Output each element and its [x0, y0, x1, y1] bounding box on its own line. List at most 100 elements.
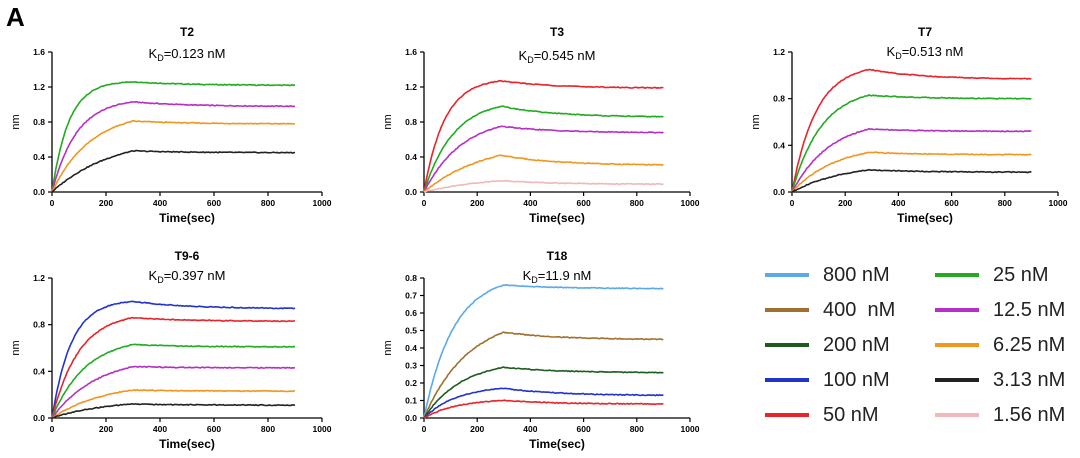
- y-tick-label: 0.4: [773, 140, 785, 150]
- series-line-12_5nM: [51, 100, 296, 193]
- y-tick-label: 1.2: [405, 82, 417, 92]
- legend-label: 25 nM: [993, 263, 1049, 286]
- kd-value: =0.397 nM: [164, 268, 226, 283]
- kd-value: =0.545 nM: [534, 48, 596, 63]
- x-tick-label: 0: [422, 198, 427, 208]
- y-tick-label: 0.0: [405, 413, 417, 423]
- y-tick-label: 0.8: [773, 94, 785, 104]
- y-tick-label: 0.4: [33, 152, 45, 162]
- legend-item: 50 nM: [765, 400, 879, 430]
- legend-swatch: [935, 378, 979, 382]
- legend-swatch: [935, 308, 979, 312]
- legend-label: 400 nM: [823, 298, 896, 321]
- kd-subscript: D: [895, 51, 902, 61]
- y-tick-label: 0.4: [405, 343, 417, 353]
- y-tick-label: 0.4: [33, 366, 45, 376]
- kd-subscript: D: [157, 53, 164, 63]
- y-tick-label: 0.0: [405, 187, 417, 197]
- series-line-50nM: [51, 316, 296, 419]
- x-tick-label: 1000: [313, 198, 332, 208]
- legend-label: 6.25 nM: [993, 333, 1066, 356]
- kd-label: KD=0.513 nM: [887, 44, 964, 61]
- x-axis-label: Time(sec): [529, 437, 585, 451]
- series-line-12_5nM: [423, 125, 664, 193]
- x-tick-label: 1000: [681, 424, 700, 434]
- y-tick-label: 0.8: [33, 117, 45, 127]
- x-tick-label: 800: [261, 198, 275, 208]
- y-tick-label: 0.8: [405, 273, 417, 283]
- kd-label: KD=11.9 nM: [523, 268, 592, 285]
- legend-swatch: [935, 343, 979, 347]
- legend-label: 200 nM: [823, 333, 890, 356]
- chart-title: T18: [547, 249, 568, 263]
- legend-item: 3.13 nM: [935, 365, 1065, 395]
- legend-swatch: [765, 413, 809, 417]
- legend-item: 200 nM: [765, 330, 890, 360]
- x-axis-label: Time(sec): [529, 211, 585, 225]
- series-line-100nM: [423, 387, 664, 419]
- y-tick-label: 0.7: [405, 291, 417, 301]
- legend-label: 100 nM: [823, 368, 890, 391]
- y-axis-label: nm: [750, 114, 762, 129]
- kd-subscript: D: [157, 275, 164, 285]
- legend-label: 50 nM: [823, 403, 879, 426]
- y-tick-label: 1.2: [33, 273, 45, 283]
- chart-t3: T3 KD=0.545 nM 0 200 400 600 800 1000 0.0 0.4 0.8 1…: [382, 25, 700, 225]
- x-tick-label: 0: [422, 424, 427, 434]
- x-tick-label: 400: [153, 198, 167, 208]
- y-tick-label: 1.2: [773, 47, 785, 57]
- x-tick-label: 400: [153, 424, 167, 434]
- series-line-50nM: [423, 399, 664, 419]
- kd-prefix: K: [887, 44, 896, 59]
- x-axis-label: Time(sec): [897, 211, 953, 225]
- legend-item: 6.25 nM: [935, 330, 1065, 360]
- x-tick-label: 400: [523, 198, 537, 208]
- x-tick-label: 200: [838, 198, 852, 208]
- series-line-1_56nM: [423, 179, 664, 193]
- series-line-50nM: [791, 68, 1032, 193]
- kd-prefix: K: [149, 46, 158, 61]
- series-line-6_25nM: [51, 119, 296, 193]
- panel-letter: A: [6, 2, 25, 32]
- series-line-25nM: [51, 343, 296, 419]
- y-tick-label: 0.0: [33, 413, 45, 423]
- y-tick-label: 1.6: [405, 47, 417, 57]
- x-tick-label: 800: [998, 198, 1012, 208]
- legend-swatch: [765, 343, 809, 347]
- series-line-25nM: [51, 80, 296, 193]
- y-axis-label: nm: [382, 114, 394, 129]
- x-axis-label: Time(sec): [159, 211, 215, 225]
- kd-subscript: D: [527, 55, 534, 65]
- legend-item: 400 nM: [765, 295, 895, 325]
- kd-value: =11.9 nM: [538, 268, 592, 283]
- y-tick-label: 0.4: [405, 152, 417, 162]
- legend-label: 1.56 nM: [993, 403, 1066, 426]
- series-line-50nM: [423, 80, 664, 193]
- series-line-800nM: [423, 283, 664, 419]
- x-tick-label: 600: [207, 198, 221, 208]
- kd-value: =0.513 nM: [902, 44, 964, 59]
- legend-swatch: [935, 273, 979, 277]
- chart-title: T2: [180, 25, 194, 39]
- y-axis-label: nm: [10, 340, 22, 355]
- legend-swatch: [765, 308, 809, 312]
- x-tick-label: 800: [630, 198, 644, 208]
- chart-t18: T18 KD=11.9 nM 0 200 400 600 800 1000 0.0 0.1 0.2 0…: [382, 249, 700, 451]
- series-line-200nM: [423, 366, 664, 419]
- y-tick-label: 0.8: [405, 117, 417, 127]
- legend-item: 12.5 nM: [935, 295, 1065, 325]
- x-tick-label: 200: [99, 198, 113, 208]
- x-tick-label: 0: [790, 198, 795, 208]
- series-line-6_25nM: [791, 151, 1032, 193]
- kd-label: KD=0.545 nM: [519, 48, 596, 65]
- kd-subscript: D: [531, 275, 538, 285]
- legend-label: 12.5 nM: [993, 298, 1066, 321]
- legend-item: 100 nM: [765, 365, 890, 395]
- x-tick-label: 0: [50, 424, 55, 434]
- series-line-25nM: [791, 93, 1032, 193]
- chart-t9-6: T9-6 KD=0.397 nM 0 200 400 600 800 1000 0.0 0.4 0.…: [10, 249, 332, 451]
- kd-prefix: K: [149, 268, 158, 283]
- series-line-3_13nM: [51, 149, 296, 193]
- series-line-400nM: [423, 331, 664, 419]
- series-line-25nM: [423, 105, 664, 193]
